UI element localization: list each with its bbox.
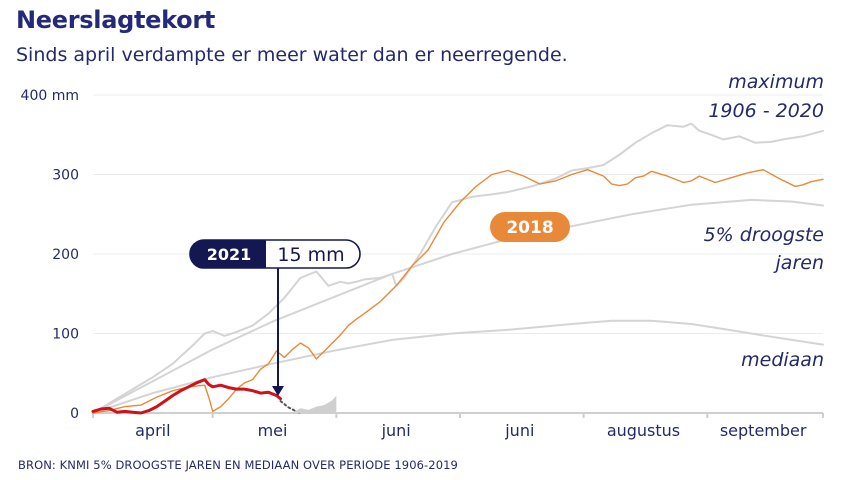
x-tick-label: september — [720, 421, 807, 440]
chart-title: Neerslagtekort — [16, 6, 216, 34]
annotation-maximum: maximum — [728, 71, 824, 93]
y-tick-label: 400 mm — [21, 88, 79, 104]
series-5-droogste-jaren — [92, 198, 824, 414]
badge-2021-label: 2021 — [207, 245, 252, 264]
y-axis: 0 100 200 300 400 mm — [21, 88, 79, 422]
badge-2018-bg — [490, 212, 570, 242]
series-2021 — [91, 378, 282, 415]
annotation-mediaan: mediaan — [741, 349, 824, 371]
x-axis: april mei juni juni augustus september — [92, 412, 824, 440]
annotation-maximum-period: 1906 - 2020 — [708, 100, 824, 122]
chart-subtitle: Sinds april verdampte er meer water dan … — [16, 44, 568, 66]
series-layer — [91, 122, 824, 415]
badge-2021: 2021 15 mm — [189, 239, 361, 396]
x-tick-label: augustus — [607, 421, 680, 440]
badge-2018: 2018 — [490, 212, 570, 242]
y-tick-label: 300 — [52, 168, 79, 184]
value-2021: 15 mm — [277, 244, 344, 266]
series-maximum-1906-2020 — [92, 122, 824, 414]
badge-2018-label: 2018 — [506, 218, 553, 238]
gridlines — [93, 94, 823, 334]
y-tick-label: 0 — [70, 406, 79, 422]
annotation-droogste-jaren: jaren — [773, 252, 824, 274]
series-mediaan — [92, 319, 824, 414]
x-tick-label: juni — [381, 421, 411, 440]
source-note: BRON: KNMI 5% DROOGSTE JAREN EN MEDIAAN … — [18, 458, 458, 472]
annotation-droogste: 5% droogste — [704, 224, 824, 246]
y-tick-label: 200 — [52, 247, 79, 263]
arrow-2021-head — [272, 386, 284, 396]
x-tick-label: juni — [504, 421, 534, 440]
series-2018 — [92, 169, 824, 414]
x-tick-label: mei — [258, 421, 288, 440]
y-tick-label: 100 — [52, 327, 79, 343]
badge-2021-fill — [190, 240, 266, 268]
x-tick-label: april — [135, 421, 170, 440]
series-verwachting-bandbreedte — [292, 395, 337, 413]
